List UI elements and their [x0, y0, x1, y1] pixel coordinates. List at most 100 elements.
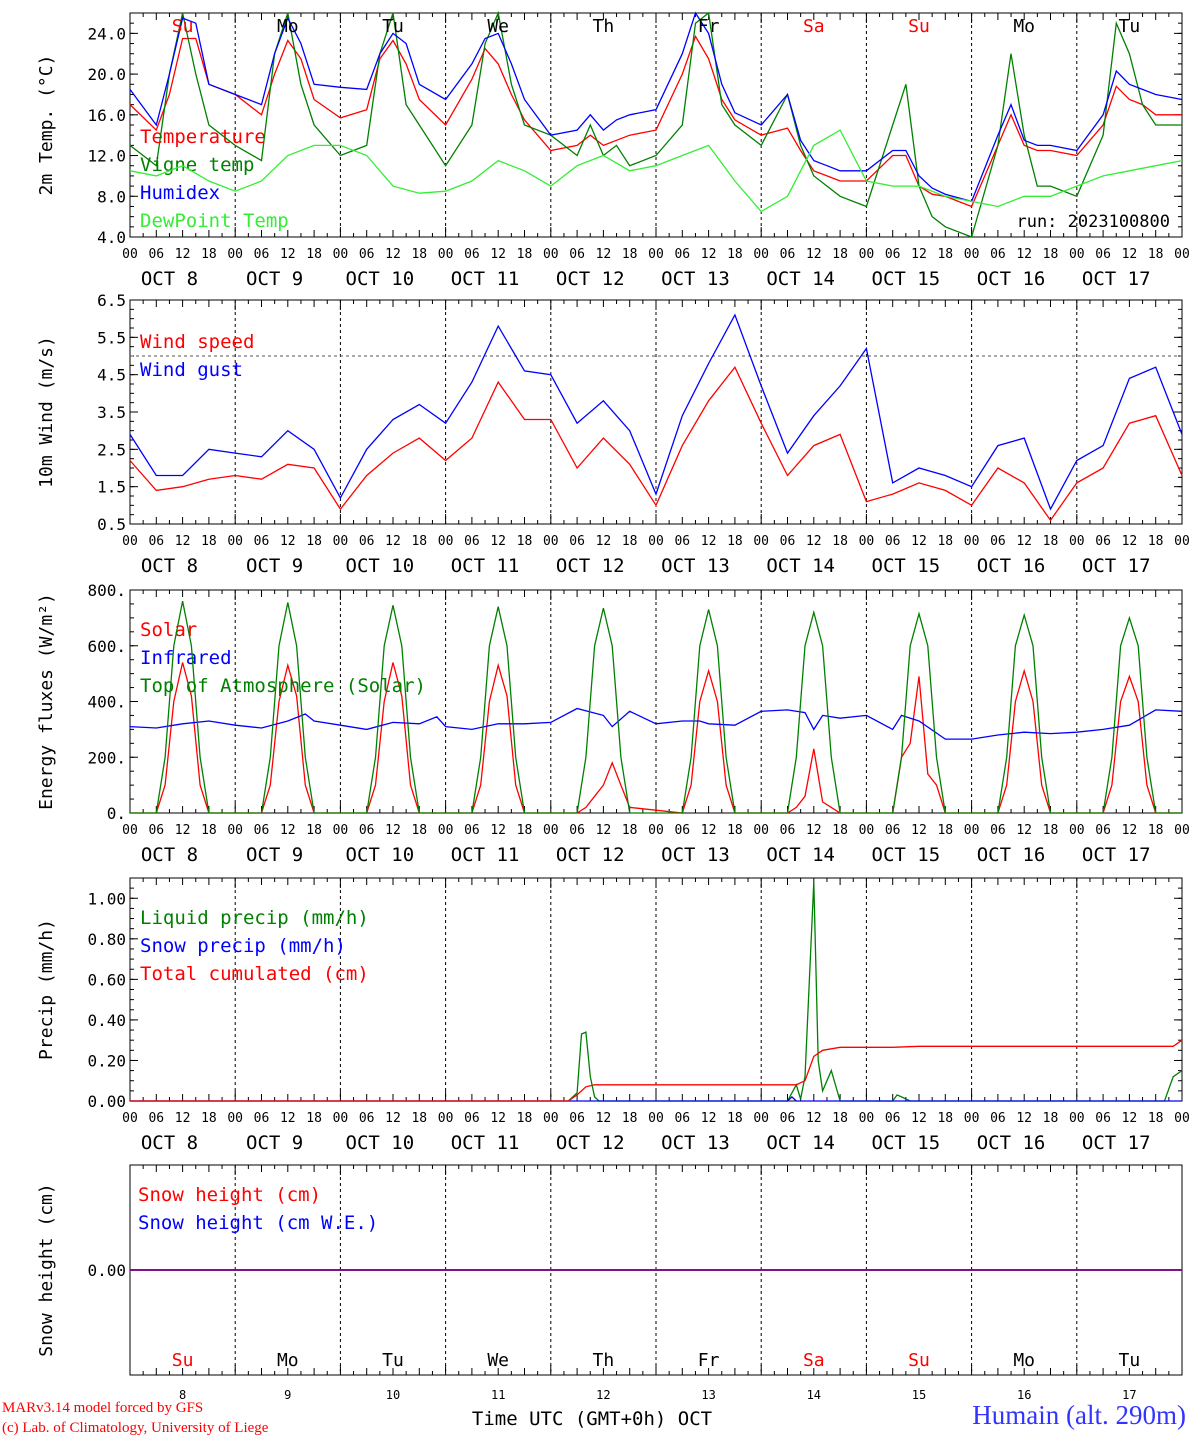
station-name: Humain (alt. 290m)	[972, 1400, 1186, 1430]
panel-frame	[129, 589, 1183, 814]
hour-tick-label: 18	[517, 247, 533, 262]
hour-tick-label: 00	[1069, 1111, 1085, 1126]
y-tick-label: 0.5	[97, 515, 126, 534]
day-label: OCT 12	[556, 268, 625, 290]
hour-tick-label: 00	[122, 247, 138, 262]
hour-tick-label: 12	[175, 1111, 191, 1126]
day-label: OCT 8	[141, 555, 198, 577]
hour-tick-label: 18	[622, 1111, 638, 1126]
hour-tick-label: 12	[280, 823, 296, 838]
hour-tick-label: 12	[911, 823, 927, 838]
day-label: OCT 15	[872, 1132, 941, 1154]
credit-line-model: MARv3.14 model forced by GFS	[2, 1400, 204, 1416]
y-tick-label: 0.	[107, 804, 126, 823]
weekday-label: Su	[908, 16, 930, 37]
hour-tick-label: 18	[727, 247, 743, 262]
hour-tick-label: 06	[464, 823, 480, 838]
day-label: OCT 11	[451, 555, 520, 577]
legend-entry: Snow precip (mm/h)	[140, 935, 346, 957]
weekday-label: Tu	[382, 1350, 404, 1371]
weekday-label: Sa	[803, 1350, 825, 1371]
hour-tick-label: 06	[254, 823, 270, 838]
day-label: OCT 9	[246, 1132, 303, 1154]
legend-entry: Snow height (cm W.E.)	[138, 1212, 378, 1234]
hour-tick-label: 06	[674, 1111, 690, 1126]
day-label: OCT 13	[661, 844, 730, 866]
hour-tick-label: 06	[359, 247, 375, 262]
hour-tick-label: 06	[1095, 247, 1111, 262]
hour-tick-label: 06	[885, 823, 901, 838]
day-label: OCT 12	[556, 555, 625, 577]
day-label: OCT 13	[661, 268, 730, 290]
hour-tick-label: 12	[385, 534, 401, 549]
hour-tick-label: 00	[648, 1111, 664, 1126]
hour-tick-label: 00	[859, 1111, 875, 1126]
hour-tick-label: 06	[1095, 1111, 1111, 1126]
hour-tick-label: 00	[648, 247, 664, 262]
hour-tick-label: 06	[780, 534, 796, 549]
hour-tick-label: 06	[885, 534, 901, 549]
hour-tick-label: 12	[490, 247, 506, 262]
y-axis-label: Energy fluxes (W/m²)	[36, 593, 57, 810]
hour-tick-label: 00	[227, 534, 243, 549]
series-line	[130, 662, 1182, 814]
hour-tick-label: 12	[701, 823, 717, 838]
day-label: OCT 13	[661, 555, 730, 577]
weekday-label: Th	[593, 1350, 615, 1371]
hour-tick-label: 06	[674, 534, 690, 549]
hour-tick-label: 18	[937, 534, 953, 549]
hour-tick-label: 06	[990, 823, 1006, 838]
hour-tick-label: 18	[727, 1111, 743, 1126]
legend-entry: Wind speed	[140, 331, 254, 353]
y-axis-label: 2m Temp. (°C)	[36, 55, 57, 196]
hour-tick-label: 12	[596, 247, 612, 262]
hour-tick-label: 06	[464, 247, 480, 262]
y-tick-label: 0.20	[87, 1051, 126, 1070]
hour-tick-label: 00	[122, 823, 138, 838]
hour-tick-label: 00	[1174, 534, 1190, 549]
y-tick-label: 1.00	[87, 889, 126, 908]
hour-tick-label: 12	[490, 823, 506, 838]
hour-tick-label: 06	[1095, 823, 1111, 838]
hour-tick-label: 18	[1148, 534, 1164, 549]
hour-tick-label: 12	[175, 823, 191, 838]
y-tick-label: 0.60	[87, 970, 126, 989]
hour-tick-label: 00	[333, 534, 349, 549]
model-credits: MARv3.14 model forced by GFS (c) Lab. of…	[2, 1398, 268, 1438]
legend-entry: Wind gust	[140, 359, 243, 381]
hour-tick-label: 18	[201, 247, 217, 262]
hour-tick-label: 12	[280, 534, 296, 549]
hour-tick-label: 18	[1148, 1111, 1164, 1126]
hour-tick-label: 12	[1122, 823, 1138, 838]
day-label: OCT 17	[1082, 1132, 1151, 1154]
hour-tick-label: 06	[359, 1111, 375, 1126]
legend-entry: Snow height (cm)	[138, 1184, 321, 1206]
y-axis-label: 10m Wind (m/s)	[36, 336, 57, 488]
hour-tick-label: 18	[411, 1111, 427, 1126]
hour-tick-label: 06	[569, 1111, 585, 1126]
y-tick-label: 12.0	[87, 147, 126, 166]
y-tick-label: 0.00	[87, 1261, 126, 1280]
hour-tick-label: 06	[254, 534, 270, 549]
hour-tick-label: 06	[148, 1111, 164, 1126]
day-number-label: 17	[1122, 1388, 1136, 1402]
hour-tick-label: 12	[1122, 534, 1138, 549]
y-tick-label: 0.40	[87, 1011, 126, 1030]
series-line	[130, 1039, 1183, 1102]
day-label: OCT 10	[346, 268, 415, 290]
day-number-label: 10	[386, 1388, 400, 1402]
day-label: OCT 10	[346, 844, 415, 866]
day-label: OCT 16	[977, 1132, 1046, 1154]
hour-tick-label: 12	[596, 823, 612, 838]
y-tick-label: 800.	[87, 581, 126, 600]
hour-tick-label: 18	[411, 823, 427, 838]
day-number-label: 8	[179, 1388, 186, 1402]
hour-tick-label: 12	[1016, 1111, 1032, 1126]
hour-tick-label: 18	[306, 823, 322, 838]
hour-tick-label: 18	[201, 534, 217, 549]
hour-tick-label: 18	[937, 247, 953, 262]
hour-tick-label: 00	[964, 534, 980, 549]
hour-tick-label: 12	[1016, 247, 1032, 262]
hour-tick-label: 00	[964, 247, 980, 262]
hour-tick-label: 18	[937, 823, 953, 838]
